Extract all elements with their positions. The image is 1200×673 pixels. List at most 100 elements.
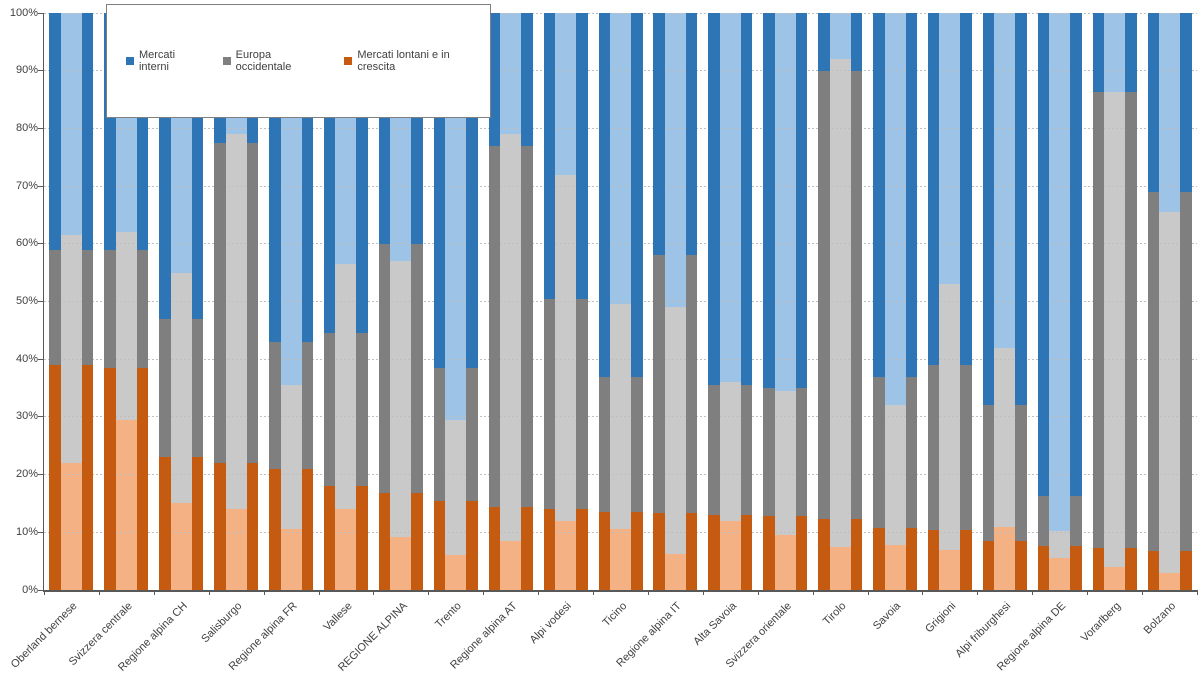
- bar-segment-europa_occidentale-dark: [411, 243, 423, 494]
- x-axis-tick: [538, 590, 540, 595]
- bar-segment-mercati_lontani-dark: [1070, 545, 1082, 590]
- bar-segment-europa_occidentale-dark: [323, 333, 336, 487]
- bar-group: [927, 13, 972, 590]
- bar-dark-column: [850, 13, 863, 590]
- bar-segment-europa_occidentale-light: [170, 272, 192, 504]
- y-axis-tick: [38, 243, 43, 245]
- bar-segment-europa_occidentale-light: [60, 235, 82, 464]
- bar-segment-europa_occidentale-dark: [521, 145, 533, 508]
- x-axis-line: [42, 590, 1198, 592]
- legend-item-mercati-lontani: Mercati lontani e in crescita: [344, 49, 490, 73]
- bar-dark-column: [269, 13, 281, 590]
- bar-segment-mercati_lontani-light: [335, 509, 357, 590]
- bar-segment-mercati_interni-dark: [873, 13, 885, 377]
- bar-segment-europa_occidentale-dark: [488, 145, 501, 508]
- bar-segment-europa_occidentale-dark: [795, 388, 808, 516]
- bar-segment-europa_occidentale-light: [664, 307, 686, 554]
- bar-segment-europa_occidentale-dark: [159, 318, 171, 458]
- bar-segment-europa_occidentale-light: [445, 419, 467, 556]
- bar-segment-mercati_interni-dark: [269, 13, 281, 342]
- x-axis-tick: [812, 590, 814, 595]
- x-axis-label: Trento: [433, 600, 465, 631]
- bar-segment-mercati_lontani-dark: [49, 364, 61, 590]
- bar-segment-europa_occidentale-light: [225, 134, 247, 510]
- bar-segment-mercati_interni-dark: [49, 13, 61, 250]
- bar-group: [488, 13, 533, 590]
- bar-segment-europa_occidentale-dark: [576, 298, 588, 510]
- y-axis-tick: [38, 416, 43, 418]
- x-axis-tick: [757, 590, 759, 595]
- bar-segment-europa_occidentale-dark: [927, 364, 940, 530]
- bar-segment-mercati_lontani-light: [664, 553, 686, 590]
- bar-segment-europa_occidentale-dark: [1147, 191, 1160, 551]
- y-axis-tick: [38, 474, 43, 476]
- bar-segment-mercati_lontani-light: [1159, 572, 1181, 590]
- bar-segment-mercati_interni-dark: [795, 13, 808, 389]
- bar-segment-mercati_lontani-dark: [1037, 545, 1050, 590]
- x-axis-tick: [593, 590, 595, 595]
- bar-dark-column: [708, 13, 720, 590]
- bar-segment-mercati_lontani-dark: [433, 500, 446, 590]
- bar-segment-mercati_interni-dark: [576, 13, 588, 299]
- bar-dark-column: [982, 13, 995, 590]
- bar-segment-mercati_lontani-dark: [301, 468, 314, 590]
- bar-segment-mercati_lontani-light: [225, 509, 247, 590]
- bar-light-column: [500, 13, 522, 590]
- bar-segment-mercati_interni-light: [610, 13, 631, 305]
- bar-segment-mercati_lontani-dark: [982, 540, 995, 590]
- bar-segment-mercati_interni-light: [994, 13, 1016, 348]
- bar-segment-mercati_lontani-dark: [598, 512, 610, 590]
- bar-segment-mercati_interni-dark: [1015, 13, 1027, 406]
- bar-segment-mercati_lontani-dark: [873, 527, 885, 590]
- bar-dark-column: [136, 13, 149, 590]
- bar-segment-mercati_lontani-dark: [191, 457, 204, 590]
- bar-dark-column: [1147, 13, 1160, 590]
- bar-segment-europa_occidentale-dark: [433, 367, 446, 501]
- bar-segment-mercati_lontani-dark: [708, 514, 720, 590]
- x-axis-label: Bolzano: [1141, 600, 1179, 637]
- bar-group: [818, 13, 863, 590]
- y-axis-label: 40%: [15, 352, 38, 365]
- bar-segment-mercati_lontani-dark: [104, 367, 116, 590]
- x-axis-label: Alpi vodesi: [527, 600, 575, 647]
- bar-segment-europa_occidentale-light: [115, 232, 137, 420]
- bar-segment-europa_occidentale-dark: [708, 385, 720, 515]
- bar-segment-mercati_interni-dark: [927, 13, 940, 365]
- bar-segment-europa_occidentale-light: [555, 174, 577, 521]
- bar-segment-europa_occidentale-light: [939, 284, 961, 550]
- bar-segment-mercati_interni-light: [719, 13, 741, 383]
- bar-segment-mercati_interni-light: [884, 13, 906, 406]
- bar-light-column: [719, 13, 741, 590]
- bar-segment-europa_occidentale-dark: [1180, 191, 1192, 551]
- bar-light-column: [829, 13, 851, 590]
- bar-segment-mercati_lontani-light: [390, 536, 412, 590]
- bar-segment-europa_occidentale-dark: [960, 364, 972, 530]
- bar-dark-column: [1070, 13, 1082, 590]
- bar-segment-europa_occidentale-light: [1159, 212, 1181, 573]
- bar-dark-column: [873, 13, 885, 590]
- bar-segment-mercati_interni-dark: [488, 13, 501, 146]
- bar-segment-europa_occidentale-dark: [982, 405, 995, 541]
- bar-segment-mercati_lontani-light: [1104, 566, 1126, 590]
- bar-segment-europa_occidentale-dark: [1070, 495, 1082, 546]
- bar-group: [708, 13, 753, 590]
- bar-segment-mercati_interni-light: [1104, 13, 1126, 93]
- bar-segment-europa_occidentale-dark: [1092, 92, 1105, 548]
- bar-segment-mercati_lontani-dark: [378, 493, 391, 590]
- x-axis-tick: [483, 590, 485, 595]
- bar-segment-europa_occidentale-dark: [136, 249, 149, 368]
- x-axis-label: Tirolo: [820, 600, 849, 628]
- bar-light-column: [774, 13, 796, 590]
- bar-segment-mercati_lontani-light: [884, 544, 906, 590]
- bar-segment-mercati_lontani-dark: [411, 493, 423, 590]
- bar-segment-mercati_lontani-light: [1049, 558, 1071, 590]
- legend: Mercati interni Europa occidentale Merca…: [106, 4, 491, 118]
- x-axis-tick: [428, 590, 430, 595]
- x-axis-tick: [977, 590, 979, 595]
- bar-segment-mercati_lontani-light: [555, 520, 577, 590]
- bar-light-column: [664, 13, 686, 590]
- bar-segment-mercati_interni-dark: [543, 13, 556, 299]
- bar-segment-mercati_lontani-dark: [521, 507, 533, 590]
- bar-dark-column: [301, 13, 314, 590]
- bar-segment-mercati_lontani-dark: [1147, 550, 1160, 590]
